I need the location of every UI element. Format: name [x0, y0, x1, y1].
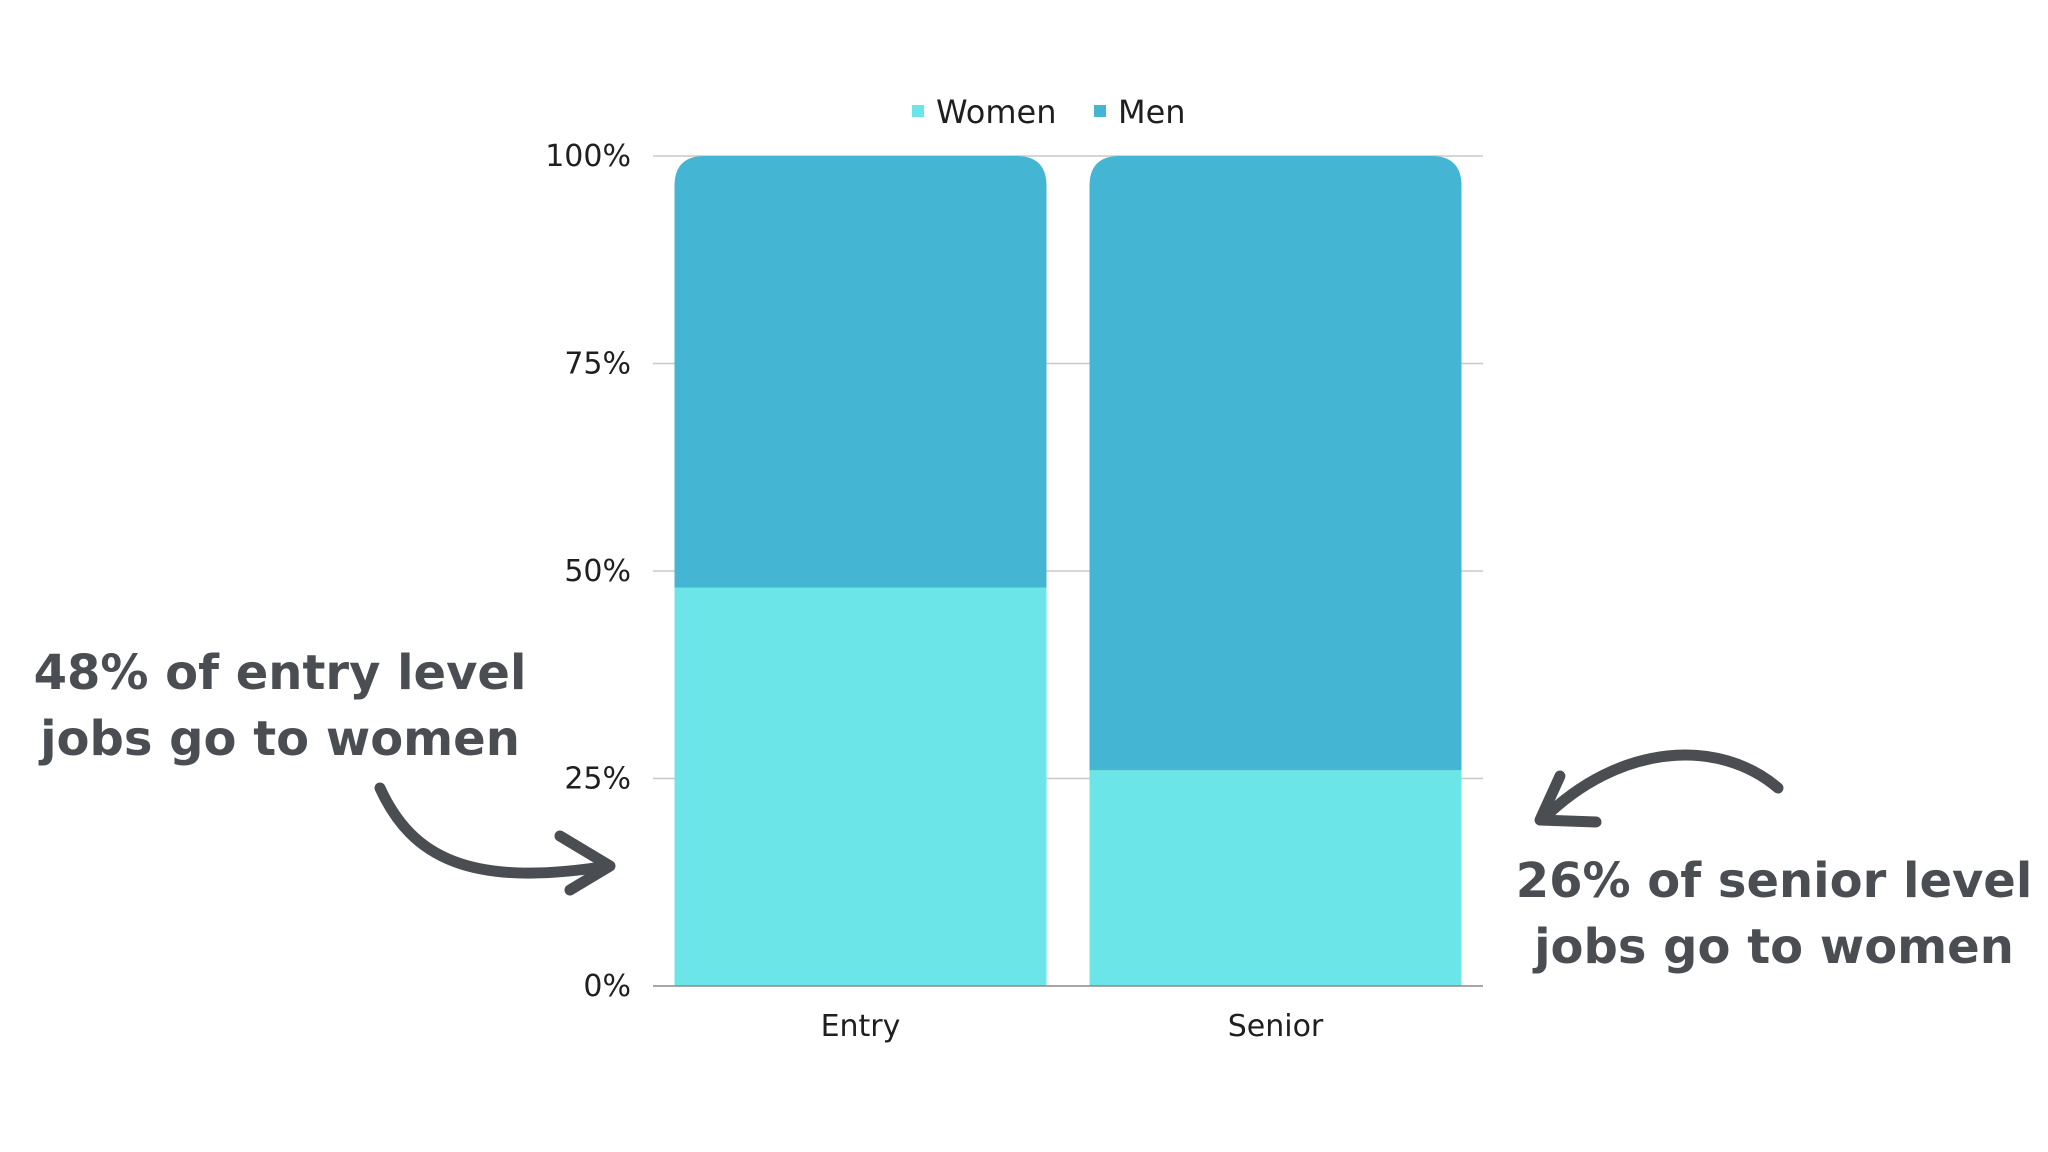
x-tick-label: Entry: [821, 1009, 901, 1044]
legend: Women Men: [912, 93, 1186, 131]
y-tick-label: 75%: [564, 347, 631, 382]
bars: [674, 156, 1462, 986]
legend-label-women: Women: [936, 93, 1056, 131]
legend-swatch-men: [1094, 105, 1106, 117]
x-tick-label: Senior: [1228, 1009, 1324, 1044]
annotation-entry-line-2: jobs go to women: [40, 711, 520, 767]
legend-label-men: Men: [1118, 93, 1186, 131]
axis: 0% 25% 50% 75% 100% Entry Senior: [545, 139, 1483, 1044]
y-tick-label: 0%: [583, 969, 631, 1004]
y-tick-label: 25%: [564, 762, 631, 797]
annotation-senior-line-1: 26% of senior level: [1515, 853, 2033, 909]
arrow-right-head-icon: [1534, 770, 1602, 828]
annotation-entry: 48% of entry level jobs go to women: [20, 640, 540, 772]
annotation-senior: 26% of senior level jobs go to women: [1504, 848, 2044, 980]
bar-senior-men: [1089, 156, 1462, 771]
arrow-right-icon: [1536, 749, 1784, 826]
legend-swatch-women: [912, 105, 924, 117]
arrow-left-head-icon: [554, 830, 616, 896]
bar-senior-women: [1089, 770, 1462, 986]
annotation-arrows: [374, 749, 1784, 896]
y-tick-label: 100%: [545, 139, 631, 174]
annotation-senior-line-2: jobs go to women: [1534, 919, 2014, 975]
arrow-left-icon: [374, 782, 614, 879]
bar-entry-women: [674, 587, 1047, 986]
y-tick-label: 50%: [564, 554, 631, 589]
bar-entry-men: [674, 156, 1047, 588]
annotation-entry-line-1: 48% of entry level: [33, 645, 527, 701]
